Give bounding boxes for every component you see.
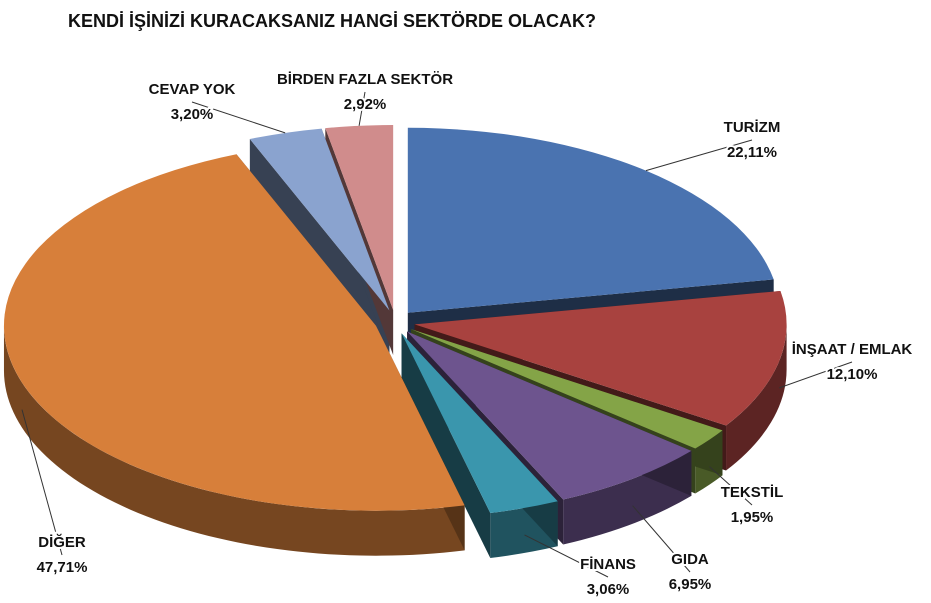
leader-line — [779, 361, 853, 389]
slice — [407, 331, 692, 500]
slice — [414, 290, 787, 426]
slice-label: DİĞER — [38, 533, 86, 551]
slice-side — [3, 325, 465, 556]
leader-line — [524, 534, 609, 578]
slice-value-label: 12,10% — [827, 366, 878, 383]
slice-label: TURİZM — [724, 119, 781, 136]
leader-line — [632, 505, 691, 573]
slice-label: BİRDEN FAZLA SEKTÖR — [277, 71, 453, 88]
slice-value-label: 47,71% — [37, 559, 88, 576]
slice-value-label: 2,92% — [344, 96, 387, 113]
slice — [407, 127, 774, 313]
slice-wall — [401, 333, 491, 558]
slice — [325, 125, 394, 311]
slice-value-label: 1,95% — [731, 509, 774, 526]
leader-line — [709, 466, 753, 506]
slice — [401, 333, 558, 513]
slice — [3, 154, 465, 511]
leader-line — [191, 101, 286, 134]
slice — [411, 329, 723, 449]
slice-label: TEKSTİL — [721, 484, 784, 501]
slice — [249, 128, 390, 311]
slice-value-label: 3,06% — [587, 581, 630, 598]
slice-value-label: 3,20% — [171, 106, 214, 123]
leader-line — [645, 139, 753, 172]
slice-value-label: 22,11% — [727, 144, 777, 161]
slice-label: CEVAP YOK — [149, 81, 236, 98]
slice-label: FİNANS — [580, 556, 636, 573]
leader-line — [21, 409, 63, 556]
leader-line — [358, 91, 366, 126]
slice-value-label: 6,95% — [669, 576, 712, 593]
slice-side — [726, 324, 787, 471]
slice-label: GIDA — [671, 551, 709, 568]
slice-label: İNŞAAT / EMLAK — [792, 341, 913, 358]
chart-title: KENDİ İŞİNİZİ KURACAKSANIZ HANGİ SEKTÖRD… — [68, 11, 596, 31]
